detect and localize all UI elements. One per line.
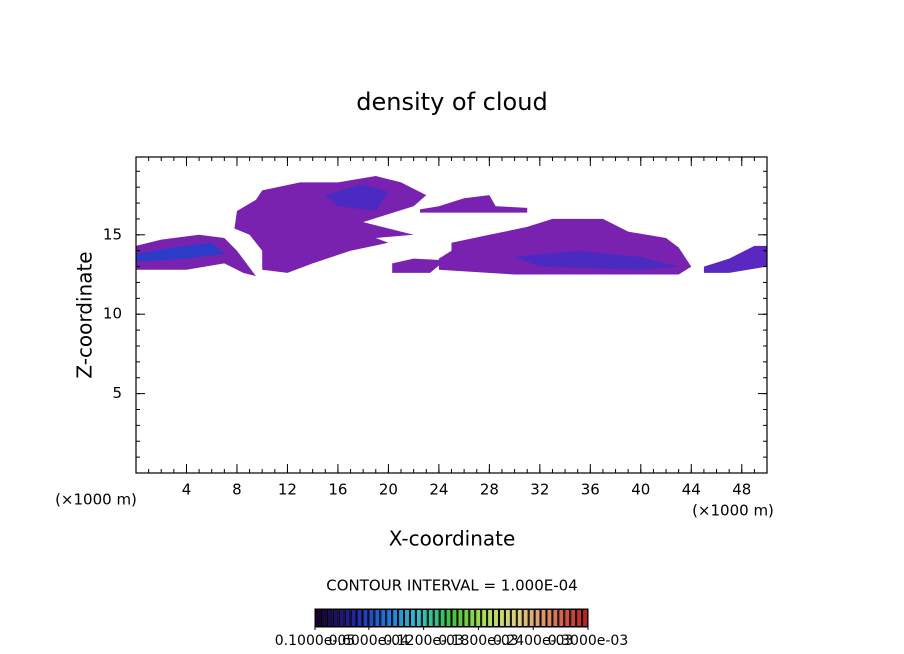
colorbar-swatch	[482, 610, 487, 626]
colorbar-swatch	[470, 610, 475, 626]
contour-region	[703, 245, 767, 273]
colorbar-swatch	[440, 610, 445, 626]
colorbar-swatch	[405, 610, 409, 626]
colorbar-swatch	[339, 610, 344, 626]
colorbar-swatch	[327, 610, 332, 626]
colorbar-swatch	[559, 610, 564, 626]
contour-region	[136, 242, 225, 262]
colorbar-swatch	[452, 610, 457, 626]
colorbar-swatch	[422, 610, 427, 626]
colorbar-swatch	[357, 610, 362, 626]
colorbar-swatch	[321, 610, 326, 626]
x-tick-label: 8	[232, 481, 242, 499]
colorbar-swatch	[428, 610, 433, 626]
colorbar-swatch	[345, 610, 350, 626]
contour-region	[419, 195, 528, 213]
x-tick-label: 24	[429, 481, 448, 499]
chart-title: density of cloud	[356, 88, 547, 116]
colorbar-tick-label: 0.3000e-03	[548, 633, 628, 649]
colorbar-swatch	[464, 610, 469, 626]
colorbar-tick-label: 0.1200e-03	[383, 633, 463, 649]
colorbar-swatch	[369, 610, 374, 626]
x-unit: (×1000 m)	[692, 502, 774, 520]
x-tick-label: 4	[182, 481, 192, 499]
colorbar-swatch	[529, 610, 534, 626]
colorbar-swatch	[511, 610, 516, 626]
colorbar-frame	[314, 608, 589, 628]
colorbar-swatch	[505, 610, 510, 626]
colorbar-swatch	[499, 610, 504, 626]
colorbar-swatch	[535, 610, 540, 626]
x-tick-label: 48	[732, 481, 751, 499]
colorbar-swatch	[517, 610, 522, 626]
colorbar-tick-label: 0.2400e-03	[493, 633, 573, 649]
contour-region	[392, 258, 446, 273]
y-tick-label: 10	[103, 305, 122, 323]
colorbar-tick-label: 0.1800e-03	[438, 633, 518, 649]
x-tick-label: 12	[278, 481, 297, 499]
colorbar-swatch	[410, 610, 415, 626]
colorbar-swatch	[541, 610, 546, 626]
x-tick-label: 28	[480, 481, 499, 499]
contour-region	[325, 183, 389, 211]
colorbar-tick-label: 0.6000e-04	[329, 633, 410, 649]
colorbar-swatch	[399, 610, 404, 626]
x-tick-label: 40	[631, 481, 650, 499]
colorbar-swatch	[387, 610, 392, 626]
y-axis-label: Z-coordinate	[73, 251, 97, 378]
x-unit: (×1000 m)	[55, 491, 137, 509]
colorbar-swatch	[381, 610, 386, 626]
x-tick-label: 44	[682, 481, 701, 499]
colorbar-swatch	[446, 610, 451, 626]
colorbar-swatch	[476, 610, 481, 626]
y-tick-label: 15	[103, 225, 122, 243]
x-tick-label: 32	[530, 481, 549, 499]
colorbar-tick-label: 0.1000e-05	[275, 633, 355, 649]
contour-region	[234, 176, 427, 273]
colorbar-swatch	[547, 610, 552, 626]
colorbar-swatch	[571, 610, 576, 626]
colorbar-swatch	[393, 610, 398, 626]
y-tick-label: 5	[112, 384, 122, 402]
colorbar-swatch	[351, 610, 356, 626]
colorbar-swatch	[416, 610, 421, 626]
colorbar-swatch	[553, 610, 558, 626]
contour-region	[514, 250, 679, 270]
colorbar-swatch	[494, 610, 498, 626]
colorbar-swatch	[523, 610, 528, 626]
contour-note: CONTOUR INTERVAL = 1.000E-04	[326, 577, 577, 595]
x-tick-label: 20	[379, 481, 398, 499]
colorbar-swatch	[458, 610, 463, 626]
colorbar-swatch	[375, 610, 380, 626]
colorbar-swatch	[577, 610, 582, 626]
x-axis-label: X-coordinate	[389, 527, 516, 551]
colorbar-swatch	[583, 610, 587, 626]
x-tick-label: 16	[328, 481, 347, 499]
colorbar-swatch	[434, 610, 439, 626]
colorbar-swatch	[488, 610, 493, 626]
colorbar-swatch	[565, 610, 570, 626]
colorbar-swatch	[333, 610, 338, 626]
colorbar-swatch	[363, 610, 368, 626]
x-tick-label: 36	[581, 481, 600, 499]
colorbar-swatch	[316, 610, 320, 626]
